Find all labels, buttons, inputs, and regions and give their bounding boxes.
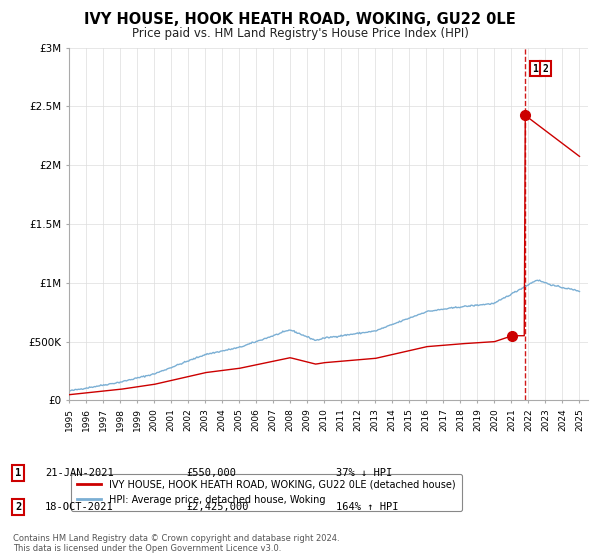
Text: 164% ↑ HPI: 164% ↑ HPI bbox=[336, 502, 398, 512]
Text: 37% ↓ HPI: 37% ↓ HPI bbox=[336, 468, 392, 478]
Text: Price paid vs. HM Land Registry's House Price Index (HPI): Price paid vs. HM Land Registry's House … bbox=[131, 27, 469, 40]
Text: 2: 2 bbox=[542, 64, 548, 74]
Text: 2: 2 bbox=[15, 502, 21, 512]
Text: IVY HOUSE, HOOK HEATH ROAD, WOKING, GU22 0LE: IVY HOUSE, HOOK HEATH ROAD, WOKING, GU22… bbox=[84, 12, 516, 27]
Text: £550,000: £550,000 bbox=[186, 468, 236, 478]
Text: £2,425,000: £2,425,000 bbox=[186, 502, 248, 512]
Text: Contains HM Land Registry data © Crown copyright and database right 2024.
This d: Contains HM Land Registry data © Crown c… bbox=[13, 534, 340, 553]
Text: 1: 1 bbox=[15, 468, 21, 478]
Text: 1: 1 bbox=[532, 64, 538, 74]
Text: 18-OCT-2021: 18-OCT-2021 bbox=[45, 502, 114, 512]
Legend: IVY HOUSE, HOOK HEATH ROAD, WOKING, GU22 0LE (detached house), HPI: Average pric: IVY HOUSE, HOOK HEATH ROAD, WOKING, GU22… bbox=[71, 474, 461, 511]
Text: 21-JAN-2021: 21-JAN-2021 bbox=[45, 468, 114, 478]
